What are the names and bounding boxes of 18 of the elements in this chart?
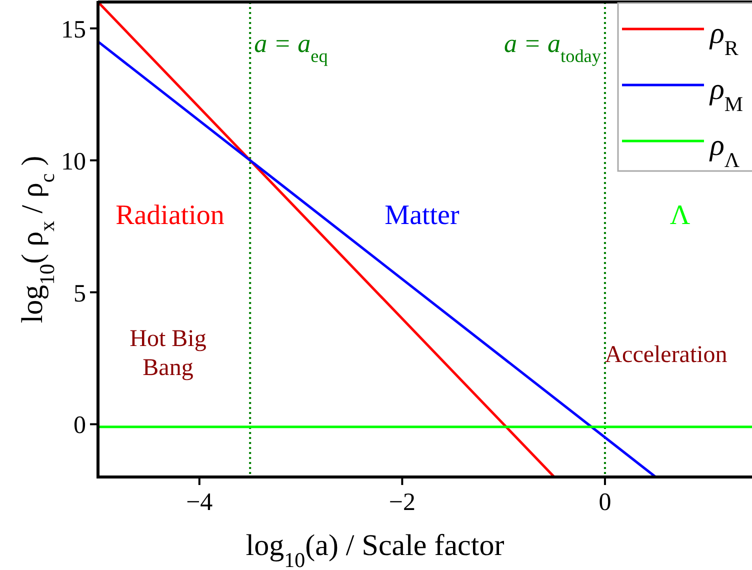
- legend-label: ρ$_{Λ}$: [709, 129, 740, 172]
- ref-line-label: a = a$_{today}$: [504, 29, 602, 66]
- annotation: Λ: [670, 200, 691, 231]
- x-tick-label: 0: [598, 489, 612, 516]
- y-tick-label: 5: [74, 280, 86, 308]
- annotation: Acceleration: [604, 342, 728, 368]
- annotation: Matter: [384, 200, 460, 231]
- y-tick-label: 10: [61, 148, 86, 176]
- annotation: Hot Big Bang: [130, 326, 206, 381]
- legend-label: ρ$_{R}$: [709, 17, 738, 60]
- ref-line-label: a = a$_{eq}$: [254, 29, 328, 66]
- y-tick-label: 15: [61, 16, 86, 44]
- annotation: Radiation: [116, 200, 224, 231]
- y-tick-label: 0: [74, 412, 86, 440]
- x-axis-title: log$_{10}$(a) / Scale factor: [246, 529, 504, 570]
- x-tick-label: −4: [186, 489, 214, 516]
- legend-label: ρ$_{M}$: [709, 73, 744, 116]
- x-tick-label: −2: [388, 489, 416, 516]
